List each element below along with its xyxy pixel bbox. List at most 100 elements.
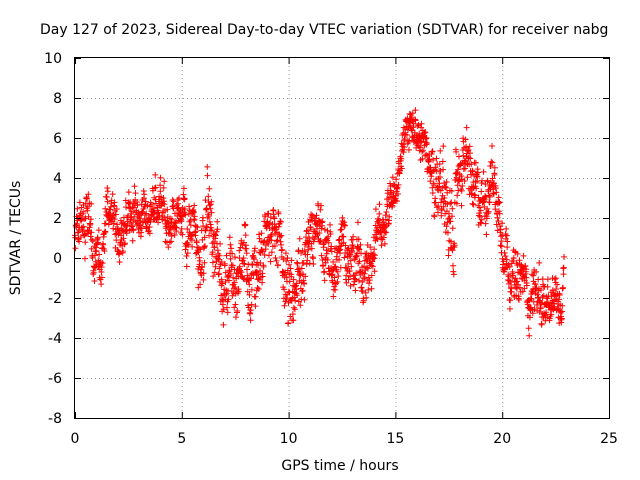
data-point bbox=[443, 223, 450, 230]
data-point bbox=[498, 238, 505, 245]
data-point bbox=[466, 143, 473, 150]
data-point bbox=[415, 121, 422, 128]
data-point bbox=[468, 171, 475, 178]
data-point bbox=[102, 205, 109, 212]
data-point bbox=[408, 114, 415, 121]
data-point bbox=[358, 250, 365, 257]
data-point bbox=[383, 229, 390, 236]
data-point bbox=[304, 257, 311, 264]
data-point bbox=[115, 251, 122, 258]
data-point bbox=[85, 191, 92, 198]
data-point bbox=[197, 246, 204, 253]
data-point bbox=[462, 136, 469, 143]
data-point bbox=[218, 276, 225, 283]
data-point bbox=[515, 296, 522, 303]
data-point bbox=[453, 200, 460, 207]
data-point bbox=[181, 195, 188, 202]
data-point bbox=[249, 262, 256, 269]
data-point bbox=[436, 160, 443, 167]
data-point bbox=[421, 130, 428, 137]
data-point bbox=[267, 258, 274, 265]
data-point bbox=[371, 252, 378, 259]
data-point bbox=[252, 293, 259, 300]
data-point bbox=[468, 191, 475, 198]
data-point bbox=[279, 246, 286, 253]
data-point bbox=[553, 285, 560, 292]
data-point bbox=[439, 158, 446, 165]
data-point bbox=[297, 302, 304, 309]
data-point bbox=[227, 241, 234, 248]
data-point bbox=[102, 220, 109, 227]
data-point bbox=[84, 195, 91, 202]
data-point bbox=[347, 282, 354, 289]
data-point bbox=[418, 120, 425, 127]
data-point bbox=[219, 280, 226, 287]
data-point bbox=[96, 251, 103, 258]
data-point bbox=[285, 320, 292, 327]
data-point bbox=[277, 218, 284, 225]
data-point bbox=[204, 172, 211, 179]
data-point bbox=[185, 241, 192, 248]
data-point bbox=[469, 167, 476, 174]
data-point bbox=[308, 211, 315, 218]
data-point bbox=[507, 297, 514, 304]
data-point bbox=[119, 248, 126, 255]
data-point bbox=[200, 270, 207, 277]
data-point bbox=[287, 265, 294, 272]
data-point bbox=[138, 229, 145, 236]
data-point bbox=[84, 207, 91, 214]
data-point bbox=[168, 232, 175, 239]
data-point bbox=[560, 271, 567, 278]
data-point bbox=[491, 171, 498, 178]
data-point bbox=[489, 175, 496, 182]
data-point bbox=[460, 166, 467, 173]
data-point bbox=[483, 231, 490, 238]
data-point bbox=[254, 259, 261, 266]
data-point bbox=[227, 270, 234, 277]
data-point bbox=[80, 223, 87, 230]
data-point bbox=[445, 210, 452, 217]
data-point bbox=[301, 296, 308, 303]
data-point bbox=[555, 296, 562, 303]
data-point bbox=[493, 189, 500, 196]
data-point bbox=[171, 231, 178, 238]
data-point bbox=[393, 198, 400, 205]
y-tick-label: 8 bbox=[53, 91, 62, 107]
data-point bbox=[270, 213, 277, 220]
data-point bbox=[464, 174, 471, 181]
data-point bbox=[382, 216, 389, 223]
data-point bbox=[497, 226, 504, 233]
data-point bbox=[193, 223, 200, 230]
data-point bbox=[445, 252, 452, 259]
y-axis-label: SDTVAR / TECUs bbox=[8, 181, 24, 296]
data-point bbox=[226, 277, 233, 284]
data-point bbox=[274, 237, 281, 244]
data-point bbox=[422, 135, 429, 142]
data-point bbox=[438, 212, 445, 219]
data-point bbox=[356, 246, 363, 253]
data-point bbox=[121, 241, 128, 248]
data-point bbox=[332, 286, 339, 293]
data-point bbox=[359, 288, 366, 295]
data-point bbox=[296, 235, 303, 242]
data-point bbox=[390, 181, 397, 188]
data-point bbox=[320, 244, 327, 251]
data-point bbox=[380, 234, 387, 241]
data-point bbox=[102, 229, 109, 236]
data-point bbox=[245, 261, 252, 268]
data-point bbox=[320, 269, 327, 276]
data-point bbox=[516, 284, 523, 291]
data-point bbox=[196, 257, 203, 264]
x-axis-label: GPS time / hours bbox=[281, 458, 398, 474]
data-point bbox=[447, 200, 454, 207]
data-point bbox=[430, 156, 437, 163]
data-point bbox=[88, 236, 95, 243]
data-point bbox=[165, 219, 172, 226]
data-point bbox=[435, 203, 442, 210]
data-point bbox=[454, 182, 461, 189]
data-point bbox=[89, 238, 96, 245]
data-point bbox=[560, 264, 567, 271]
data-point bbox=[471, 191, 478, 198]
data-point bbox=[509, 268, 516, 275]
data-point bbox=[505, 271, 512, 278]
